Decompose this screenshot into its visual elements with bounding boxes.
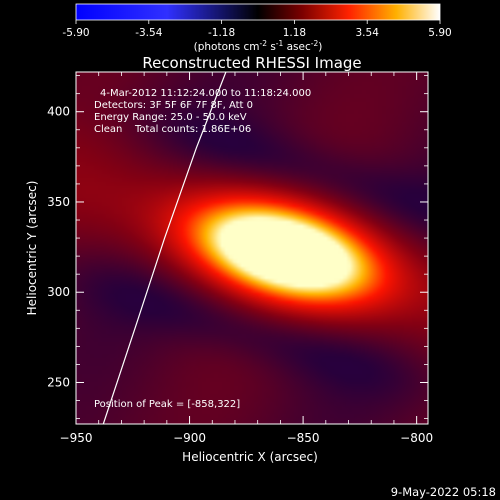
peak-position-text: Position of Peak = [-858,322] bbox=[94, 399, 240, 410]
colorbar-tick-label: -1.18 bbox=[208, 27, 235, 39]
x-axis-label: Heliocentric X (arcsec) bbox=[182, 450, 318, 464]
axis-ticks: −950 −900 −850 −800 250 300 350 400 bbox=[47, 72, 433, 445]
plot-frame bbox=[75, 71, 429, 425]
colorbar-tick-label: -3.54 bbox=[135, 27, 162, 39]
method-text: Clean bbox=[94, 124, 122, 135]
y-axis-label: Heliocentric Y (arcsec) bbox=[25, 181, 39, 316]
solar-limb-curve bbox=[102, 72, 227, 424]
heatmap-image bbox=[76, 72, 428, 424]
annotations: 4-Mar-2012 11:12:24.000 to 11:18:24.000 … bbox=[94, 88, 311, 410]
colorbar bbox=[75, 3, 441, 21]
x-tick-label: −850 bbox=[287, 431, 320, 445]
colorbar-tick-label: 3.54 bbox=[356, 27, 380, 39]
colorbar-ticks: -5.90 -3.54 -1.18 1.18 3.54 5.90 bbox=[62, 20, 452, 39]
energy-range-text: Energy Range: 25.0 - 50.0 keV bbox=[94, 112, 247, 123]
y-tick-label: 300 bbox=[47, 285, 70, 299]
y-tick-label: 250 bbox=[47, 375, 70, 389]
chart-title: Reconstructed RHESSI Image bbox=[142, 54, 361, 72]
footer-date: 9-May-2022 05:18 bbox=[391, 485, 496, 499]
y-tick-label: 350 bbox=[47, 195, 70, 209]
detectors-text: Detectors: 3F 5F 6F 7F 8F, Att 0 bbox=[94, 100, 253, 111]
time-range-text: 4-Mar-2012 11:12:24.000 to 11:18:24.000 bbox=[100, 88, 311, 99]
colorbar-tick-label: 1.18 bbox=[283, 27, 306, 39]
y-tick-label: 400 bbox=[47, 105, 70, 119]
colorbar-tick-label: -5.90 bbox=[62, 27, 89, 39]
x-tick-label: −800 bbox=[400, 431, 433, 445]
colorbar-tick-label: 5.90 bbox=[428, 27, 451, 39]
x-tick-label: −950 bbox=[60, 431, 93, 445]
total-counts-text: Total counts: 1.86E+06 bbox=[134, 124, 251, 135]
colorbar-units: (photons cm-2 s-1 asec-2) bbox=[194, 39, 323, 53]
x-tick-label: −900 bbox=[173, 431, 206, 445]
